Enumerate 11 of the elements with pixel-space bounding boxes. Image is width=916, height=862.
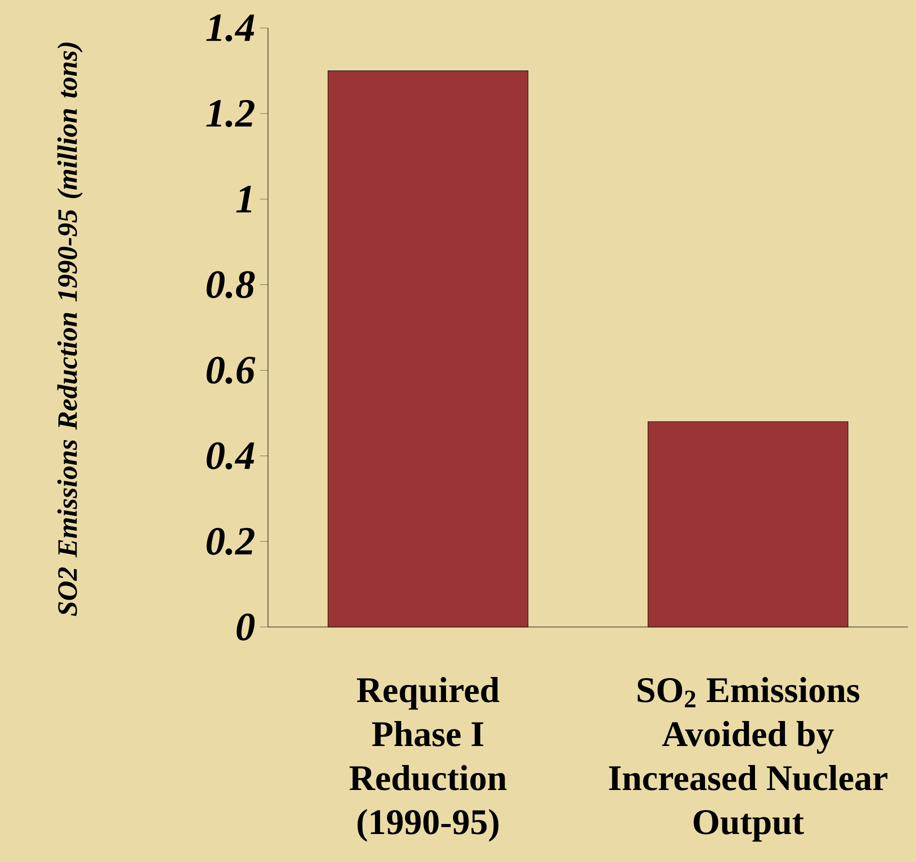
x-tick-label: Required Phase I Reduction (1990-95) <box>350 677 506 842</box>
y-tick-label: 0.8 <box>206 271 255 298</box>
y-tick-label: 0.4 <box>206 442 254 470</box>
y-tick-label: 0.2 <box>206 528 254 555</box>
y-tick-label: 0.6 <box>206 356 256 384</box>
y-tick-label: 1.2 <box>206 100 254 128</box>
y-axis-title: SO2 Emissions Reduction 1990-95 (million tons) <box>57 42 83 616</box>
x-tick-label: SO$_{2}$ Emissions Avoided by Increased Nuclear Output <box>609 677 888 842</box>
y-tick-label: 1.4 <box>206 14 254 42</box>
y-tick-label: 0 <box>236 613 255 640</box>
y-tick-label: 1 <box>236 186 252 212</box>
